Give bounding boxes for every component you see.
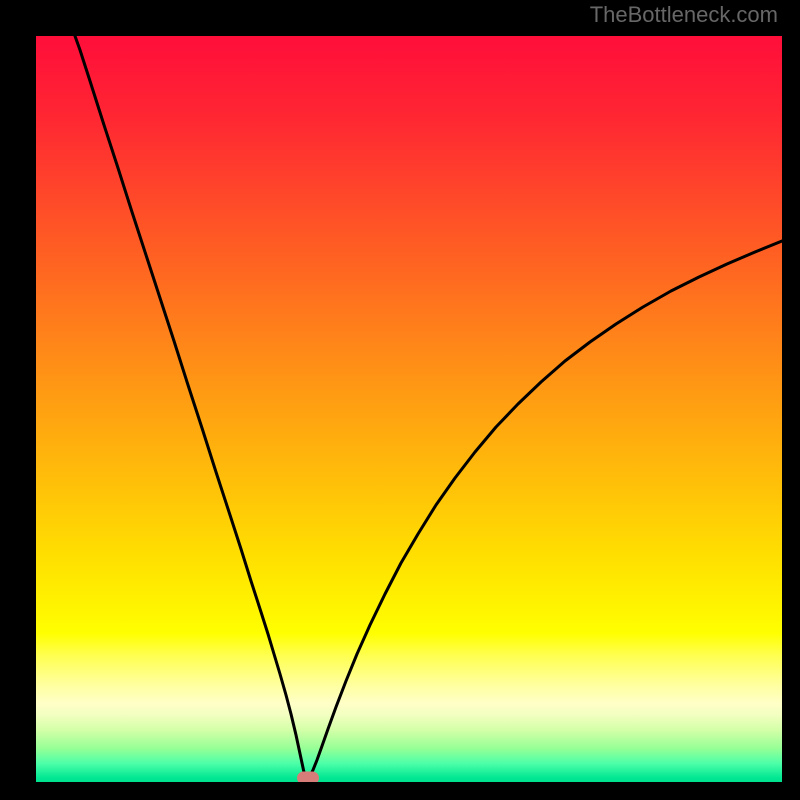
watermark-text: TheBottleneck.com xyxy=(590,2,778,28)
optimum-marker xyxy=(297,772,319,783)
border-right xyxy=(782,0,800,800)
plot-area xyxy=(36,36,782,782)
border-left xyxy=(0,0,36,800)
background-gradient xyxy=(36,36,782,782)
chart-frame: TheBottleneck.com xyxy=(0,0,800,800)
border-bottom xyxy=(0,782,800,800)
